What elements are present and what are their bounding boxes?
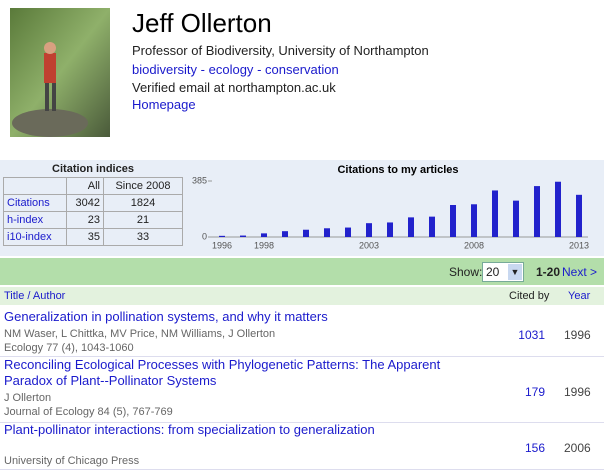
- column-header-row: [0, 287, 604, 305]
- column-header: All: [66, 177, 104, 195]
- bar: [303, 229, 309, 237]
- chart-title: Citations to my articles: [337, 164, 458, 176]
- citation-indices-title: Citation indices: [52, 163, 134, 175]
- row-divider: [0, 422, 604, 423]
- x-tick-label: 1998: [254, 240, 274, 250]
- year-column-header[interactable]: Year: [568, 290, 591, 302]
- next-link[interactable]: Next >: [562, 265, 598, 279]
- title-column-header[interactable]: Title / Author: [4, 290, 66, 302]
- bar: [282, 231, 288, 237]
- separator: -: [257, 62, 262, 77]
- article-venue: Journal of Ecology 84 (5), 767-769: [4, 406, 173, 418]
- separator: -: [200, 62, 205, 77]
- metric-value: 3042: [66, 194, 104, 212]
- metric-value: 1824: [103, 194, 183, 212]
- citations-chart: Citations to my articles 0 385 1996 1998 200…: [192, 164, 589, 250]
- bar: [324, 228, 330, 237]
- metric-value: 21: [103, 211, 183, 229]
- bar: [513, 200, 519, 237]
- article-title[interactable]: Reconciling Ecological Processes with Ph…: [4, 357, 441, 388]
- x-tick-label: 2013: [569, 240, 589, 250]
- x-tick-label: 1996: [212, 240, 232, 250]
- row-divider: [0, 356, 604, 357]
- bar: [450, 205, 456, 237]
- y-tick-label: 385: [192, 175, 207, 185]
- blank-cell: [3, 177, 67, 195]
- article-year: 1996: [564, 328, 591, 342]
- profile-photo: [10, 8, 110, 137]
- article-authors: J Ollerton: [4, 392, 52, 404]
- cited-by-count[interactable]: 156: [524, 441, 545, 455]
- bar: [555, 181, 561, 237]
- article-year: 1996: [564, 385, 591, 399]
- email: Verified email at northampton.ac.uk: [132, 80, 336, 95]
- bar: [219, 235, 225, 237]
- bar: [429, 216, 435, 237]
- bar: [408, 217, 414, 237]
- affiliation: Professor of Biodiversity, University of…: [132, 43, 429, 58]
- bar: [345, 227, 351, 237]
- article-year: 2006: [564, 441, 591, 455]
- bar: [492, 190, 498, 237]
- bar: [576, 194, 582, 237]
- homepage-link[interactable]: Homepage: [132, 97, 196, 112]
- x-tick-label: 2008: [464, 240, 484, 250]
- article-title[interactable]: Generalization in pollination systems, a…: [4, 309, 328, 324]
- metric-value: 33: [103, 228, 183, 246]
- dropdown-arrow: ▼: [508, 264, 522, 280]
- article-venue: University of Chicago Press: [4, 455, 140, 467]
- x-tick-label: 2003: [359, 240, 379, 250]
- metric-link[interactable]: h-index: [3, 211, 67, 229]
- show-label: Show:: [449, 265, 483, 279]
- column-header: Since 2008: [103, 177, 183, 195]
- cited-by-count[interactable]: 1031: [518, 328, 545, 342]
- article-venue: Ecology 77 (4), 1043-1060: [4, 342, 134, 354]
- bar: [261, 233, 267, 237]
- bar: [387, 222, 393, 237]
- page-range: 1-20: [536, 265, 561, 279]
- cited-by-count[interactable]: 179: [524, 385, 545, 399]
- metric-link[interactable]: i10-index: [3, 228, 67, 246]
- y-tick-label: 0: [202, 231, 207, 241]
- cited-column-header: Cited by: [509, 290, 550, 302]
- bar: [534, 186, 540, 237]
- profile-name: Jeff Ollerton: [132, 8, 272, 38]
- article-authors: NM Waser, L Chittka, MV Price, NM Willia…: [4, 328, 276, 340]
- interests: biodiversity - ecology - conservation: [132, 62, 339, 77]
- metric-value: 23: [66, 211, 104, 229]
- page-size-value: 20: [486, 265, 500, 279]
- interest[interactable]: ecology: [208, 62, 254, 77]
- article-title[interactable]: Plant-pollinator interactions: from spec…: [4, 422, 375, 437]
- bar: [240, 235, 246, 237]
- interest[interactable]: conservation: [265, 62, 339, 77]
- citation-table: All Since 2008 Citations 3042 1824 h-index…: [3, 177, 183, 246]
- metric-link[interactable]: Citations: [3, 194, 67, 212]
- interest[interactable]: biodiversity: [132, 62, 198, 77]
- bar: [366, 223, 372, 237]
- metric-value: 35: [66, 228, 104, 246]
- bar: [471, 204, 477, 237]
- page-size-select[interactable]: 20 ▼: [482, 262, 524, 282]
